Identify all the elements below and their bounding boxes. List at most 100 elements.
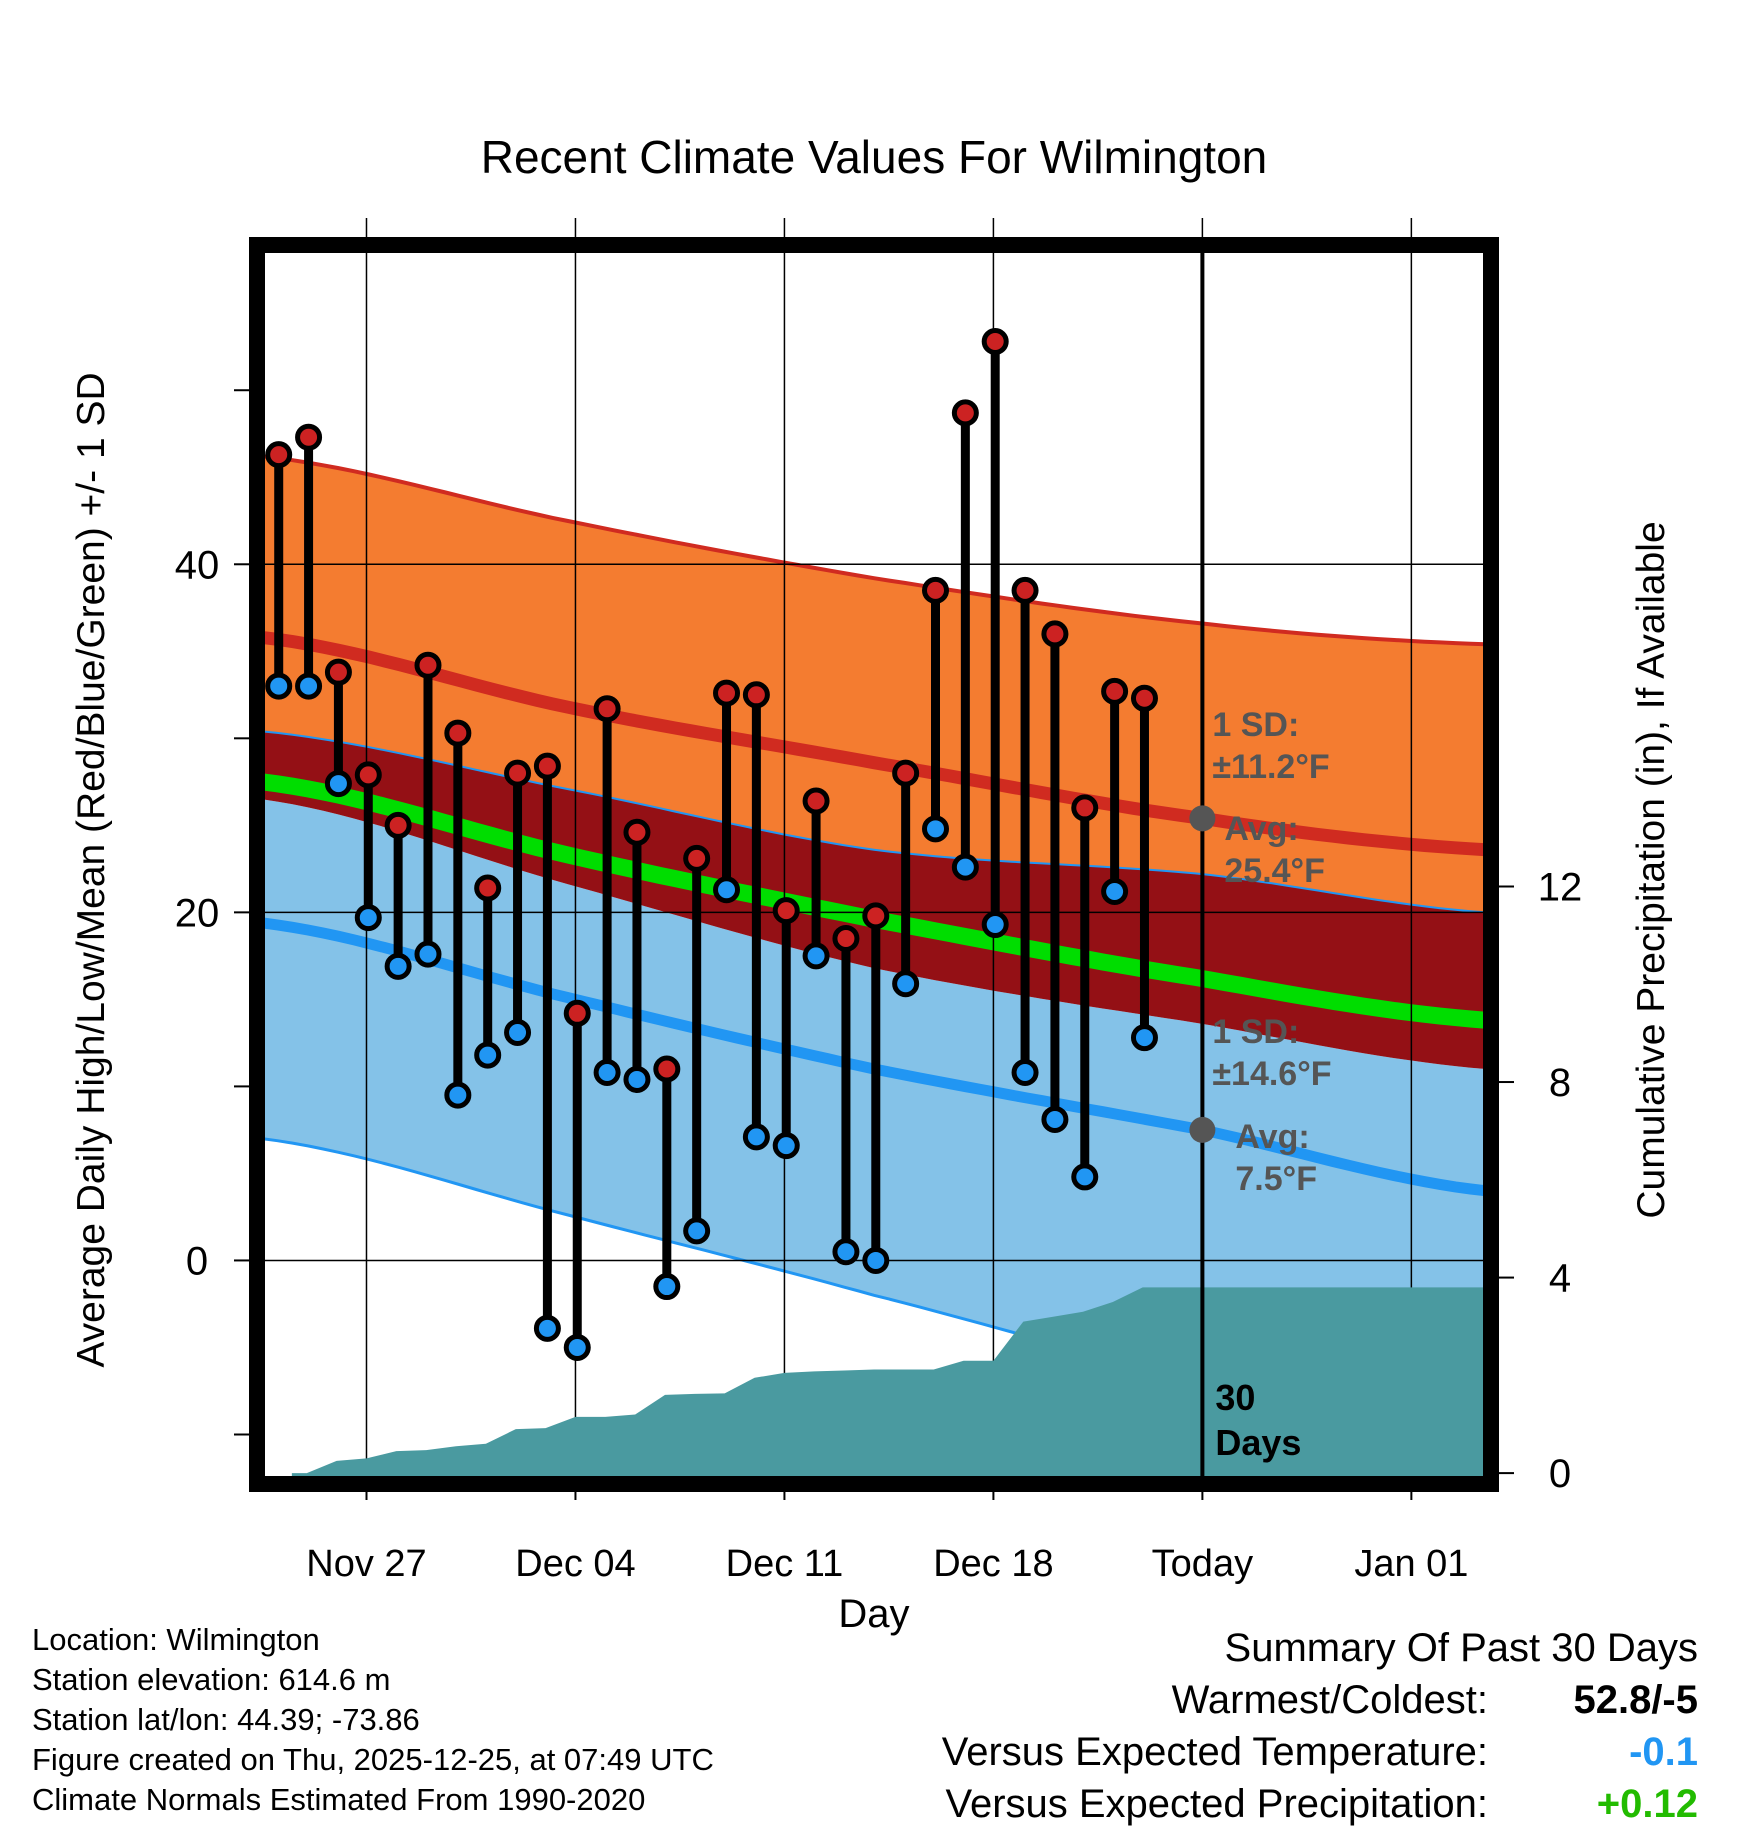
daily-low-point [295, 672, 323, 700]
daily-high-point [593, 695, 621, 723]
daily-high-point [951, 399, 979, 427]
y2-tick-label: 4 [1549, 1257, 1571, 1301]
chart-title: Recent Climate Values For Wilmington [481, 131, 1268, 183]
x-tick-label: Dec 04 [515, 1543, 635, 1585]
location-text: Location: Wilmington [32, 1622, 320, 1657]
daily-low-point [921, 815, 949, 843]
created-text: Figure created on Thu, 2025-12-25, at 07… [32, 1742, 714, 1777]
x-axis-label: Day [838, 1592, 909, 1636]
warm-cold-value: 52.8/-5 [1573, 1678, 1698, 1722]
daily-low-point [593, 1058, 621, 1086]
daily-high-point [653, 1055, 681, 1083]
daily-high-point [892, 759, 920, 787]
window-label: Days [1215, 1422, 1301, 1463]
daily-low-point [832, 1238, 860, 1266]
daily-high-point [742, 681, 770, 709]
daily-high-point [921, 576, 949, 604]
daily-low-point [504, 1018, 532, 1046]
avg-high-label: 25.4°F [1224, 852, 1325, 890]
temp-label: Versus Expected Temperature: [941, 1730, 1488, 1774]
daily-high-point [1071, 794, 1099, 822]
plot-frame [249, 237, 1499, 1492]
warm-cold-row: Warmest/Coldest: 52.8/-5 [942, 1674, 1698, 1726]
daily-low-point [533, 1314, 561, 1342]
daily-low-point [324, 770, 352, 798]
daily-high-point [1041, 620, 1069, 648]
normals-text: Climate Normals Estimated From 1990-2020 [32, 1782, 646, 1817]
high-sd-band [262, 456, 1486, 913]
daily-low-point [563, 1333, 591, 1361]
sd-high-label: 1 SD: [1212, 706, 1299, 744]
daily-low-point [444, 1081, 472, 1109]
y2-axis-label: Cumulative Precipitation (in), If Availa… [1630, 521, 1673, 1218]
station-info: Location: Wilmington Station elevation: … [32, 1620, 714, 1820]
daily-low-point [713, 876, 741, 904]
daily-high-point [384, 811, 412, 839]
daily-high-point [295, 423, 323, 451]
daily-high-point [802, 787, 830, 815]
x-tick-label: Dec 18 [933, 1543, 1053, 1585]
x-tick-label: Nov 27 [306, 1543, 426, 1585]
daily-low-point [892, 970, 920, 998]
sd-low-label: ±14.6°F [1212, 1055, 1331, 1093]
daily-high-point [504, 759, 532, 787]
y-tick-label: 0 [186, 1239, 208, 1283]
high-lower-edge [262, 730, 1486, 914]
temp-row: Versus Expected Temperature: -0.1 [942, 1726, 1698, 1778]
daily-high-point [981, 328, 1009, 356]
daily-low-point [772, 1132, 800, 1160]
daily-high-point [265, 441, 293, 469]
daily-high-point [354, 761, 382, 789]
daily-high-point [623, 818, 651, 846]
daily-low-point [1071, 1163, 1099, 1191]
sd-high-label: ±11.2°F [1212, 748, 1329, 786]
daily-low-point [623, 1065, 651, 1093]
daily-low-point [742, 1123, 770, 1151]
y-tick-label: 20 [175, 891, 220, 935]
daily-low-point [862, 1246, 890, 1274]
avg-low-label: 7.5°F [1235, 1160, 1317, 1198]
daily-low-point [951, 853, 979, 881]
sd-low-label: 1 SD: [1212, 1013, 1299, 1051]
avg-low-marker [1189, 1116, 1216, 1143]
daily-low-point [1041, 1105, 1069, 1133]
daily-high-point [862, 902, 890, 930]
daily-high-point [1101, 677, 1129, 705]
daily-low-point [981, 911, 1009, 939]
elevation-text: Station elevation: 614.6 m [32, 1662, 391, 1697]
warm-cold-label: Warmest/Coldest: [1171, 1678, 1488, 1722]
daily-low-point [354, 904, 382, 932]
high-upper-edge [262, 454, 1486, 647]
daily-low-point [653, 1273, 681, 1301]
avg-high-marker [1189, 805, 1216, 832]
daily-high-point [713, 679, 741, 707]
x-tick-label: Today [1152, 1543, 1253, 1585]
daily-high-point [444, 719, 472, 747]
daily-high-point [533, 752, 561, 780]
daily-high-point [324, 658, 352, 686]
temp-value: -0.1 [1629, 1730, 1698, 1774]
daily-high-point [832, 924, 860, 952]
precip-value: +0.12 [1596, 1782, 1698, 1826]
x-tick-label: Dec 11 [726, 1543, 844, 1585]
normal-high-line [262, 630, 1486, 857]
daily-low-point [474, 1041, 502, 1069]
y2-tick-label: 12 [1538, 865, 1583, 909]
window-label: 30 [1215, 1377, 1255, 1418]
daily-low-point [1130, 1024, 1158, 1052]
avg-low-label: Avg: [1235, 1118, 1309, 1156]
summary-heading: Summary Of Past 30 Days [1224, 1626, 1698, 1670]
daily-low-point [384, 952, 412, 980]
daily-low-point [265, 672, 293, 700]
precip-row: Versus Expected Precipitation: +0.12 [942, 1778, 1698, 1830]
avg-high-label: Avg: [1224, 810, 1298, 848]
x-tick-label: Jan 01 [1354, 1543, 1468, 1585]
daily-low-point [1011, 1058, 1039, 1086]
daily-low-point [683, 1217, 711, 1245]
daily-high-point [474, 874, 502, 902]
daily-high-point [772, 897, 800, 925]
daily-high-point [1130, 684, 1158, 712]
precip-area [291, 1287, 1486, 1478]
daily-low-point [802, 942, 830, 970]
